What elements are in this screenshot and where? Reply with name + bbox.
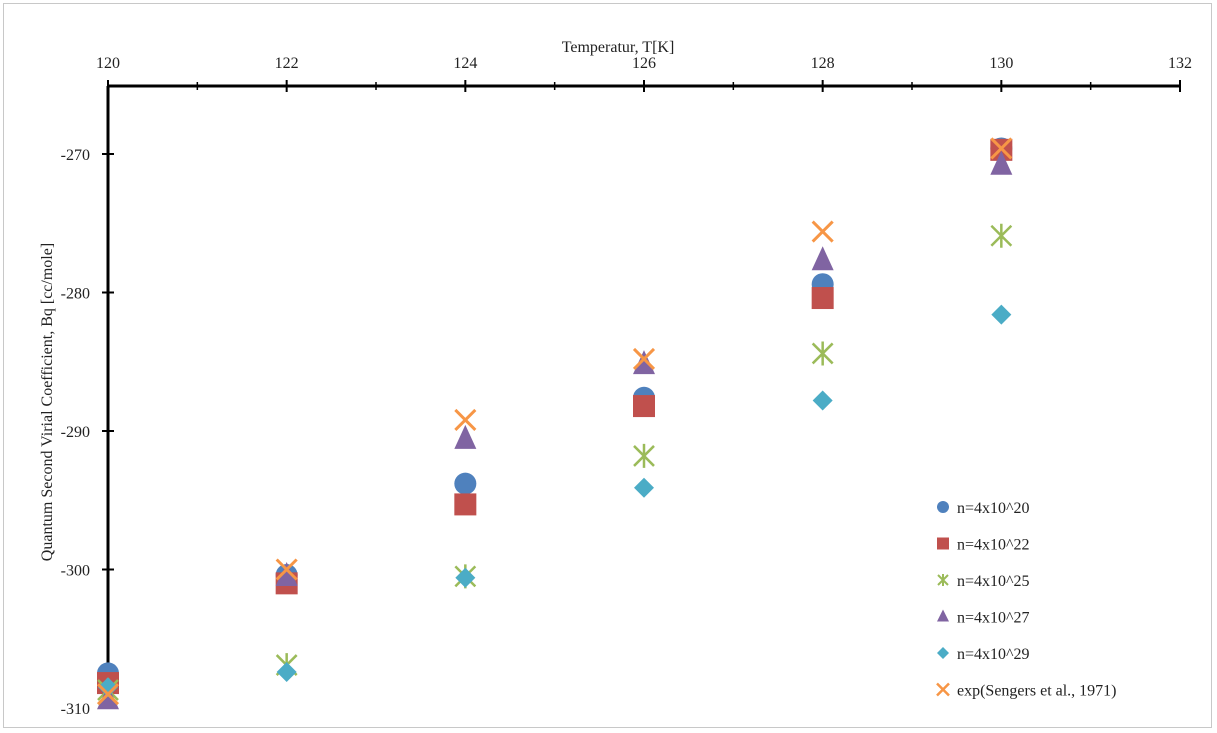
legend-label: n=4x10^22 — [957, 537, 1030, 554]
legend-label: n=4x10^29 — [957, 646, 1030, 663]
x-tick-label: 128 — [811, 55, 835, 72]
y-tick-label: -300 — [61, 563, 90, 580]
legend-marker — [937, 501, 949, 513]
legend-marker — [937, 647, 949, 659]
tick-labels: 120 122 124 126 128 130 132 -270 -280 -290 -300 -31… — [61, 55, 1192, 718]
data-point — [454, 424, 477, 449]
y-tick-label: -310 — [61, 701, 90, 718]
series-4 — [97, 150, 1013, 710]
data-point — [98, 677, 118, 698]
legend-marker — [936, 682, 950, 697]
data-point — [811, 246, 834, 271]
y-tick-label: -290 — [61, 424, 90, 441]
data-point — [991, 304, 1012, 325]
legend-item: n=4x10^29 — [937, 646, 1030, 663]
axes — [102, 80, 1181, 709]
data-point — [276, 661, 297, 682]
legend-label: exp(Sengers et al., 1971) — [957, 683, 1117, 700]
legend-item: exp(Sengers et al., 1971) — [936, 682, 1117, 700]
x-axis-title: Temperatur, T[K] — [562, 39, 675, 56]
data-point — [454, 408, 477, 431]
series-2 — [97, 138, 1013, 695]
data-point — [454, 472, 477, 495]
series-3 — [97, 223, 1013, 702]
data-points — [96, 137, 1013, 710]
x-tick-label: 132 — [1168, 55, 1192, 72]
x-tick-label: 130 — [989, 55, 1013, 72]
legend-item: n=4x10^25 — [937, 573, 1030, 590]
chart-frame — [3, 3, 1212, 728]
legend-item: n=4x10^27 — [937, 609, 1030, 627]
x-tick-label: 124 — [453, 55, 477, 72]
data-point — [275, 558, 298, 581]
data-point — [812, 390, 833, 411]
data-point — [455, 567, 476, 588]
data-point — [454, 493, 477, 516]
data-point — [811, 220, 834, 243]
data-point — [632, 347, 656, 371]
data-point — [990, 223, 1013, 248]
legend-marker — [937, 574, 949, 586]
x-tick-label: 120 — [96, 55, 120, 72]
data-point — [633, 443, 655, 468]
legend-label: n=4x10^27 — [957, 610, 1030, 627]
x-tick-label: 122 — [275, 55, 299, 72]
legend: n=4x10^20 n=4x10^22 n=4x10^25 n=4x10^27 n=4x… — [936, 500, 1117, 700]
data-point — [633, 350, 655, 375]
legend-item: n=4x10^20 — [937, 500, 1030, 517]
series-5 — [98, 304, 1012, 698]
x-tick-label: 126 — [632, 55, 656, 72]
data-point — [990, 150, 1013, 175]
legend-label: n=4x10^20 — [957, 500, 1030, 517]
data-point — [811, 287, 834, 310]
legend-marker — [937, 609, 949, 622]
data-point — [811, 341, 834, 366]
y-tick-label: -280 — [61, 286, 90, 303]
y-tick-label: -270 — [61, 147, 90, 164]
data-point — [96, 683, 120, 706]
legend-item: n=4x10^22 — [937, 537, 1030, 554]
data-point — [97, 685, 119, 710]
series-1 — [97, 137, 1013, 685]
data-point — [634, 477, 654, 498]
series-6 — [96, 137, 1013, 706]
data-point — [275, 562, 298, 587]
legend-label: n=4x10^25 — [957, 573, 1030, 590]
legend-marker — [937, 537, 949, 550]
data-point — [990, 137, 1013, 160]
data-point — [633, 395, 655, 418]
y-axis-title: Quantum Second Virial Coefficient, Bq [c… — [39, 243, 56, 561]
